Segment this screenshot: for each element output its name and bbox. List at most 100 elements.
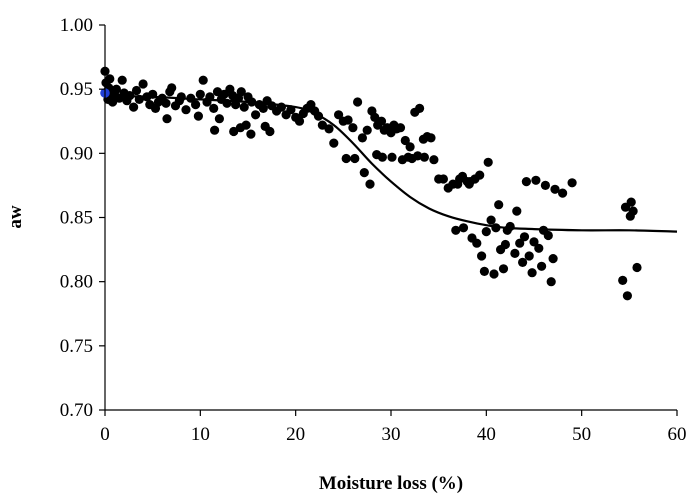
data-point — [429, 155, 439, 165]
data-point — [465, 177, 475, 187]
data-point — [405, 142, 415, 152]
data-point — [241, 120, 251, 130]
data-point — [524, 251, 534, 261]
data-point — [246, 129, 256, 139]
x-tick-label: 50 — [572, 424, 591, 445]
data-point — [529, 237, 539, 247]
data-point — [622, 291, 633, 301]
data-point — [193, 111, 203, 121]
y-tick-label: 0.85 — [60, 208, 93, 229]
y-tick-label: 0.70 — [60, 400, 93, 421]
data-point — [348, 123, 358, 133]
data-point — [191, 100, 201, 110]
y-tick-label: 0.95 — [60, 79, 93, 100]
data-point — [510, 248, 520, 258]
data-point — [486, 215, 496, 225]
x-tick-label: 0 — [100, 424, 110, 445]
data-point — [108, 97, 118, 107]
y-tick-label: 0.80 — [60, 272, 93, 293]
data-point — [195, 89, 205, 99]
data-point — [324, 124, 334, 134]
data-point — [632, 262, 642, 273]
data-point — [479, 266, 489, 276]
plot-area — [100, 66, 678, 301]
x-tick-label: 20 — [286, 424, 305, 445]
data-point — [395, 123, 406, 133]
data-point — [531, 175, 541, 185]
data-point — [161, 98, 171, 108]
data-point — [494, 200, 504, 210]
x-tick-label: 10 — [191, 424, 210, 445]
y-tick-label: 1.00 — [60, 15, 93, 36]
data-point — [265, 126, 275, 137]
data-point — [558, 188, 568, 198]
data-point — [239, 102, 249, 112]
y-axis-title: aw — [5, 205, 26, 229]
data-point — [540, 180, 551, 190]
data-point — [294, 116, 305, 126]
data-point — [209, 103, 219, 113]
data-point — [357, 133, 367, 143]
data-point — [548, 254, 558, 264]
data-point — [626, 197, 636, 207]
data-point — [458, 223, 469, 233]
data-point — [483, 157, 493, 167]
x-tick-label: 30 — [382, 424, 401, 445]
data-point — [512, 206, 522, 216]
axis-ticks: 0 10 20 30 40 50 60 0.70 0.75 0.80 0.85 0.90 0.95 1.0… — [60, 15, 687, 445]
x-axis-title: Moisture loss (%) — [319, 473, 463, 494]
data-point — [534, 243, 544, 253]
data-point — [500, 239, 510, 250]
data-point — [181, 105, 191, 115]
x-tick-label: 40 — [477, 424, 496, 445]
fit-curve — [104, 94, 678, 233]
data-point — [167, 83, 177, 93]
data-point — [111, 84, 121, 94]
data-point — [477, 251, 487, 261]
data-point — [131, 85, 142, 96]
y-tick-label: 0.90 — [60, 143, 93, 164]
data-point — [426, 133, 436, 143]
data-point — [546, 277, 556, 287]
data-point — [105, 74, 115, 84]
data-point — [550, 184, 560, 194]
data-point — [258, 103, 268, 113]
data-point — [400, 135, 410, 146]
x-tick-label: 60 — [668, 424, 687, 445]
data-point — [341, 153, 351, 164]
data-point — [489, 269, 499, 279]
data-point — [472, 238, 482, 248]
data-point — [475, 170, 485, 180]
data-point — [236, 87, 246, 97]
data-point — [543, 230, 553, 241]
data-point — [198, 75, 208, 85]
data-point — [519, 232, 530, 242]
data-point — [521, 177, 532, 187]
data-point — [370, 112, 380, 122]
data-point — [415, 103, 425, 113]
data-point — [350, 153, 360, 164]
data-point — [162, 114, 172, 124]
data-point — [365, 179, 375, 189]
data-point — [438, 174, 448, 184]
data-point — [518, 257, 528, 267]
data-point — [451, 225, 461, 235]
data-point — [210, 125, 220, 135]
data-point — [229, 126, 239, 137]
data-point — [138, 79, 148, 89]
data-point — [481, 227, 491, 237]
data-point — [455, 174, 465, 184]
data-point — [353, 97, 363, 107]
data-point — [498, 264, 509, 274]
data-point — [329, 138, 339, 148]
data-point — [515, 238, 525, 248]
data-point — [334, 110, 344, 120]
data-point — [343, 115, 353, 125]
data-point — [567, 178, 577, 188]
data-point — [376, 116, 387, 126]
data-point — [176, 92, 186, 102]
data-point — [129, 102, 139, 112]
data-point — [537, 261, 547, 271]
data-point — [362, 125, 372, 135]
